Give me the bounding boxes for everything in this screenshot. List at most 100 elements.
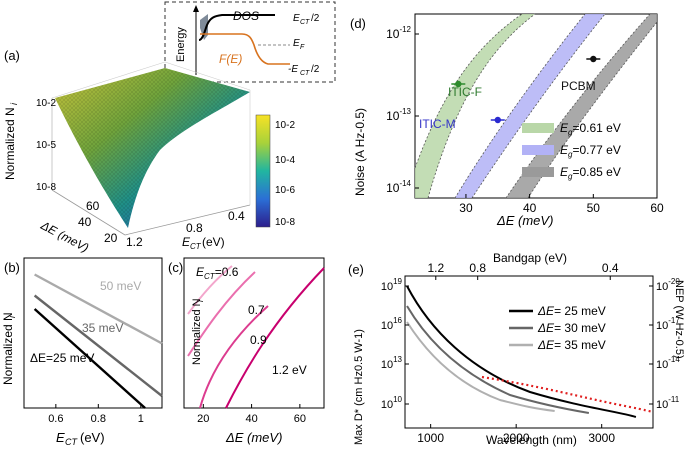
panel-c-line-0: [187, 265, 233, 315]
inset-energy-label: Energy: [175, 27, 187, 62]
panel-d-band-1: [455, 14, 605, 198]
z-axis-label: Normalized N i: [3, 102, 19, 180]
panel-d-band-0-edge-1: [427, 13, 536, 199]
svg-text:CT: CT: [190, 242, 202, 251]
panel-b: (b) 0.6 0.8 1 50 meV 35 meV ΔE=25 meV Normali…: [1, 257, 163, 447]
colorbar-tick-3: 10-6: [275, 185, 295, 196]
panel-b-tag: (b): [4, 260, 20, 275]
panel-e-ytick-left-label-1: 1016: [381, 316, 403, 332]
panel-c-xtick-label-0: 20: [197, 413, 209, 425]
panel-d-xlabel: ΔE (meV): [496, 213, 553, 228]
inset-minus-ect2-label: -E CT /2: [288, 64, 320, 77]
panel-b-line-2: [34, 273, 163, 345]
panel-c-tag: (c): [168, 260, 183, 275]
panel-e-legend-label-1: ΔE= 30 meV: [537, 321, 606, 335]
panel-e-top-xlabel: Bandgap (eV): [493, 251, 567, 265]
svg-text:CT: CT: [300, 19, 310, 26]
svg-text:Normalized N: Normalized N: [3, 107, 17, 180]
panel-d-legend-swatch-1: [522, 145, 554, 155]
panel-c-frame: [183, 257, 325, 409]
x-axis-line: [124, 204, 251, 236]
panel-d-band-2-edge-0: [505, 13, 651, 199]
svg-text:i: i: [9, 102, 19, 105]
panel-e-ytick-left-label-2: 1013: [381, 355, 403, 371]
panel-d-point-label-2: PCBM: [561, 79, 596, 93]
panel-d-band-1-edge-0: [454, 13, 586, 199]
panel-d-ylabel: Noise (A Hz-0.5): [353, 108, 367, 196]
panel-c-ylabel: Normalized N i: [191, 298, 205, 365]
energy-arrow-head: [193, 5, 199, 12]
svg-text:CT: CT: [300, 70, 310, 77]
panel-e-ytick-right-label-3: 10-11: [656, 395, 680, 411]
panel-e-line-1: [406, 305, 590, 414]
svg-text:(eV): (eV): [202, 235, 225, 249]
panel-e-ytick-left-label-3: 1010: [381, 395, 403, 411]
panel-e-top-tick-label-1: 0.8: [469, 261, 486, 275]
panel-e-xtick-label-2: 3000: [588, 431, 615, 445]
panel-d-band-0-edge-0: [414, 13, 523, 169]
z-tick-2: 10-5: [36, 140, 56, 151]
panel-d-point-label-0: ITIC-F: [448, 85, 482, 99]
box-top-edge2: [164, 61, 251, 91]
panel-e-tag: (e): [348, 262, 364, 277]
x-tick-0.8: 0.8: [186, 221, 203, 235]
svg-text:/2: /2: [311, 64, 320, 75]
surface-mesh-grid: [55, 68, 250, 228]
panel-c-line-1: [187, 271, 256, 357]
panel-c-series-label-0: ECT=0.6: [196, 265, 239, 281]
panel-c-xlabel: ΔE (meV): [225, 430, 282, 445]
svg-text:i: i: [196, 300, 205, 302]
panel-e-plot: 1000 2000 3000 1.2 0.8 0.4 1019 1016 1013 1010 10-…: [381, 261, 681, 445]
panel-b-line-1: [33, 294, 163, 397]
panel-d-legend-label-1: Eg=0.77 eV: [560, 143, 621, 159]
panel-c-plot: 20 40 60 ECT=0.6 0.7 0.9 1.2 eV: [187, 265, 325, 425]
panel-b-ylabel: Normalized N i: [1, 312, 17, 385]
panel-e-line-3: [481, 375, 654, 414]
panel-e-ylabel-right: NEP (W Hz-0.5): [673, 280, 685, 359]
panel-c-line-3: [225, 267, 325, 409]
panel-d-point-2: [590, 55, 597, 63]
z-tick-1: 10-2: [36, 98, 56, 109]
svg-text:E: E: [182, 235, 191, 249]
y-tick-60: 60: [86, 199, 100, 213]
y-tick-40: 40: [78, 215, 92, 229]
panel-e-top-tick-label-2: 0.4: [602, 261, 619, 275]
svg-text:E: E: [56, 430, 65, 445]
panel-b-xtick-label-2: 1: [138, 413, 144, 425]
svg-text:CT: CT: [65, 437, 78, 447]
panel-d-ytick-label-2: 10-14: [386, 179, 411, 195]
z-tick-3: 10-8: [36, 182, 56, 193]
fermi-curve: [200, 33, 290, 65]
panel-c: (c) 20 40 60 ECT=0.6 0.7 0.9 1.2 eV Normalized…: [168, 257, 325, 445]
panel-d-band-1-edge-1: [471, 13, 606, 199]
svg-text:E: E: [293, 13, 300, 24]
panel-e-xtick-label-0: 1000: [417, 431, 444, 445]
panel-e-line-0: [406, 285, 637, 418]
panel-c-ylabel-text: Normalized N: [191, 298, 203, 365]
panel-d-xtick-label-0: 30: [459, 201, 473, 215]
colorbar-tick-1: 10-2: [275, 120, 295, 131]
panel-e-ytick-left-label-0: 1019: [381, 277, 403, 293]
panel-e-top-tick-label-0: 1.2: [427, 261, 444, 275]
y-tick-20: 20: [104, 231, 118, 245]
panel-b-series-label-1: 35 meV: [82, 321, 123, 335]
panel-a: (a) Energy DOS F(E) E CT /2 E F -E: [3, 1, 336, 255]
panel-d-tag: (d): [350, 16, 366, 31]
panel-a-tag: (a): [4, 48, 20, 63]
panel-e-ylabel-left: Max D* (cm Hz0.5 W-1): [353, 329, 365, 445]
inset-ect2-label: E CT /2: [293, 13, 320, 26]
box-top-edge: [51, 61, 166, 99]
panel-d-legend-swatch-0: [522, 123, 554, 133]
colorbar: 10-2 10-4 10-6 10-8: [255, 114, 295, 228]
inset-ef-label: E F: [293, 38, 305, 51]
colorbar-tick-4: 10-8: [275, 217, 295, 228]
dos-curve: [198, 14, 275, 41]
panel-b-frame: [23, 257, 163, 409]
panel-e: (e) 1000 2000 3000 1.2 0.8 0.4 1019 1016 1013 101…: [348, 251, 685, 447]
panel-b-xtick-label-0: 0.6: [48, 413, 63, 425]
panel-b-plot: 0.6 0.8 1 50 meV 35 meV ΔE=25 meV: [30, 273, 163, 425]
panel-e-legend-label-2: ΔE= 35 meV: [537, 338, 606, 352]
panel-d-xtick-label-3: 60: [650, 201, 664, 215]
panel-e-legend-label-0: ΔE= 25 meV: [537, 304, 606, 318]
